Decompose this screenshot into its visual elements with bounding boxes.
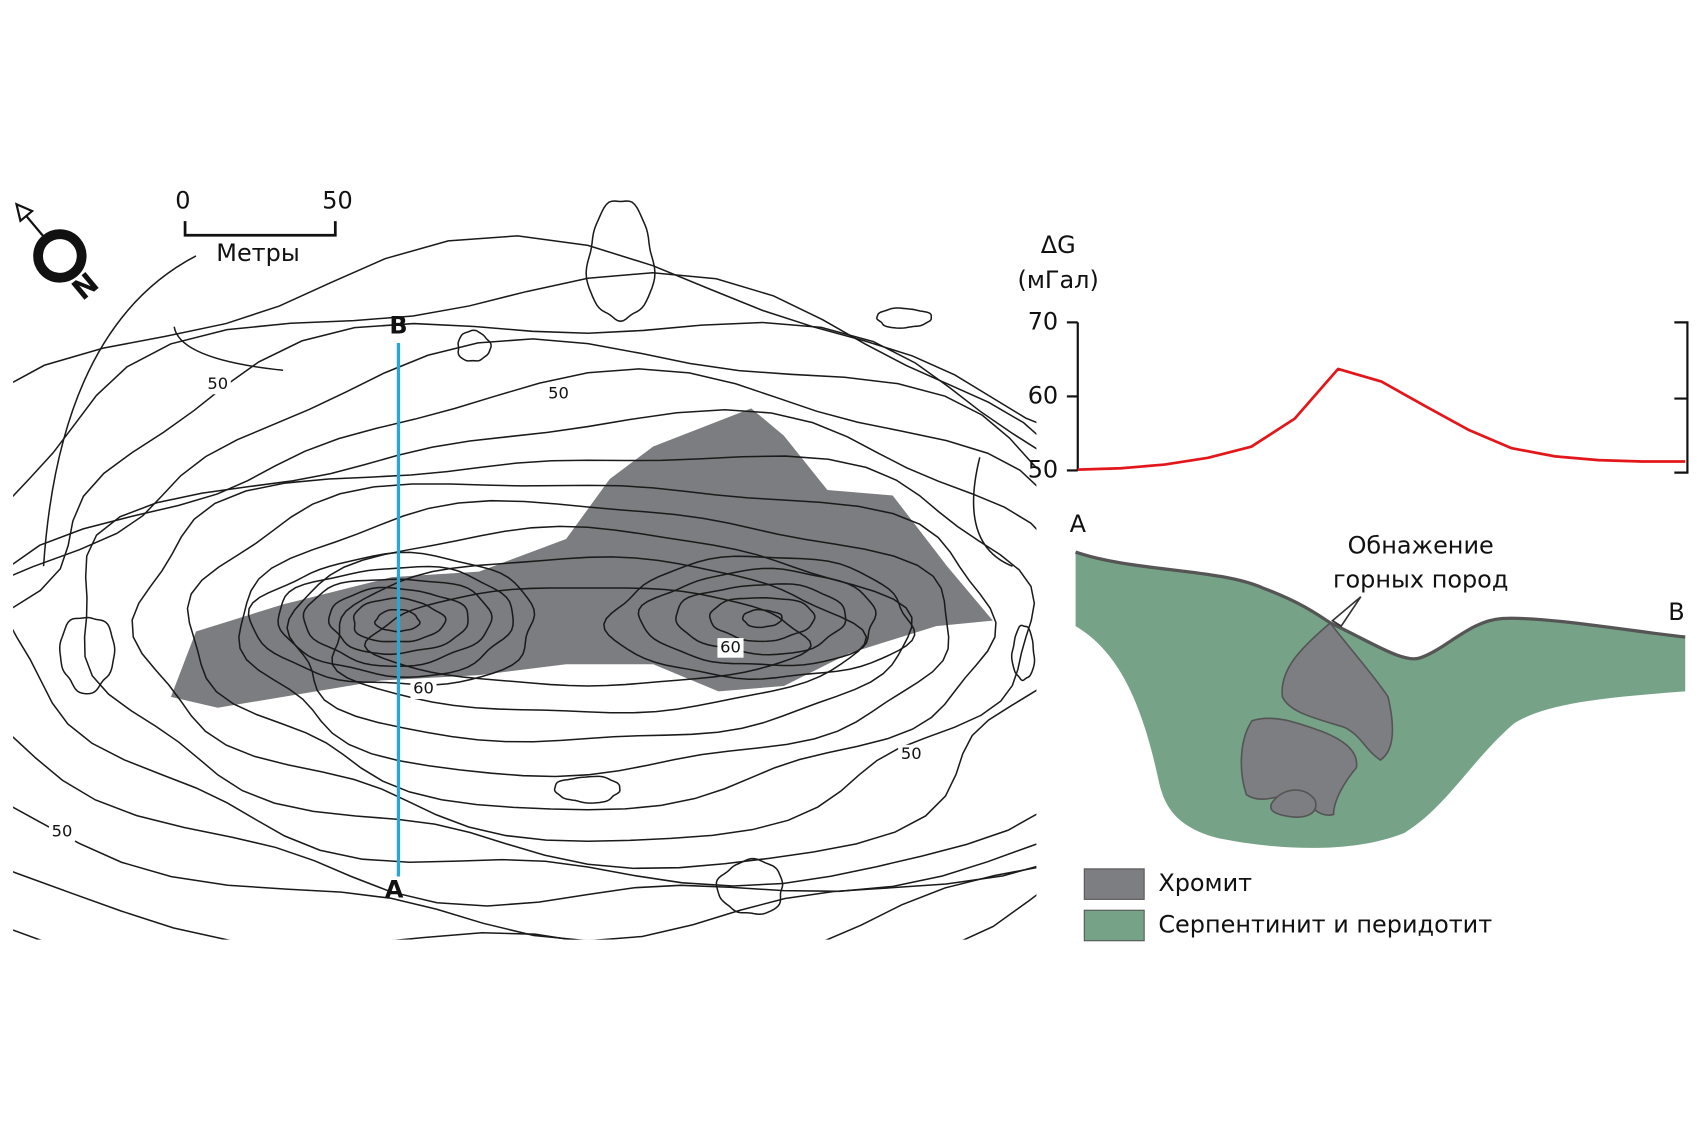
contours: 50 50 60 60 50 50 [13, 200, 1037, 940]
label-bg [717, 638, 744, 658]
scale-bar: 0 50 Метры [175, 187, 352, 267]
contour [13, 235, 1037, 940]
contour [42, 255, 197, 567]
contour-map: 50 50 60 60 50 50 [13, 200, 1037, 940]
contour [553, 775, 621, 804]
contour [13, 368, 1037, 887]
contour [373, 609, 421, 633]
annotation: Обнажение [1348, 532, 1494, 560]
contour [238, 499, 950, 778]
label-bg [410, 679, 437, 700]
y-unit: (мГал) [1018, 266, 1099, 294]
y-label: ΔG [1041, 231, 1076, 259]
contour [13, 338, 1037, 907]
contour [247, 551, 536, 686]
contour [83, 409, 1037, 870]
gravity-profile: ΔG (мГал) 50 60 70 [1018, 231, 1689, 483]
contour [741, 608, 783, 629]
contour-label: 50 [52, 821, 73, 840]
scale-end: 50 [322, 187, 352, 215]
contour [186, 483, 997, 811]
annotation: горных пород [1333, 565, 1508, 593]
chromite-bodies [1240, 621, 1394, 818]
label-bg [545, 384, 572, 405]
contour-label: 50 [548, 384, 569, 403]
contour [675, 583, 847, 656]
contour [715, 857, 784, 916]
contour [603, 555, 916, 680]
y-tick-label: 60 [1028, 381, 1058, 409]
compass: N [14, 202, 105, 307]
y-tick-label: 50 [1028, 455, 1058, 483]
label-bg [204, 374, 231, 395]
annotation-pointer [1331, 596, 1362, 628]
contour [352, 597, 447, 643]
contour-label: 50 [901, 744, 922, 763]
contour [972, 457, 1013, 567]
cross-section: A B Обнажение горных пород [1070, 510, 1686, 848]
label-bg [48, 822, 76, 842]
contour-label: 60 [413, 679, 434, 698]
gravity-line [1077, 367, 1686, 472]
legend-swatch [1083, 909, 1145, 942]
legend-label: Серпентинит и перидотит [1158, 910, 1492, 938]
right-axis [1674, 321, 1689, 474]
section-end: A [1070, 510, 1087, 538]
contour [331, 556, 868, 714]
point-label: B [389, 312, 407, 340]
point-label: A [385, 876, 404, 904]
legend: Хромит Серпентинит и перидотит [1083, 868, 1492, 942]
contour [327, 586, 469, 656]
contour-label: 60 [720, 637, 741, 656]
contour-label: 50 [207, 374, 228, 393]
contour [876, 307, 932, 329]
contour [13, 271, 1037, 940]
contour [1010, 624, 1036, 682]
contour [286, 525, 913, 743]
contour [277, 565, 514, 679]
legend-swatch [1083, 868, 1145, 900]
contour [637, 567, 877, 667]
contour [302, 578, 493, 668]
contour [131, 455, 1036, 842]
y-tick-label: 70 [1028, 307, 1058, 335]
contour [13, 321, 1037, 940]
contour [708, 597, 816, 643]
contour [585, 200, 656, 323]
contour [457, 329, 492, 362]
scale-unit: Метры [216, 239, 299, 267]
legend-label: Хромит [1158, 869, 1252, 897]
label-bg [898, 744, 925, 765]
contour [173, 326, 284, 372]
surface [1075, 550, 1686, 661]
contour [59, 616, 116, 695]
section-end: B [1668, 598, 1684, 626]
scale-start: 0 [175, 187, 190, 215]
